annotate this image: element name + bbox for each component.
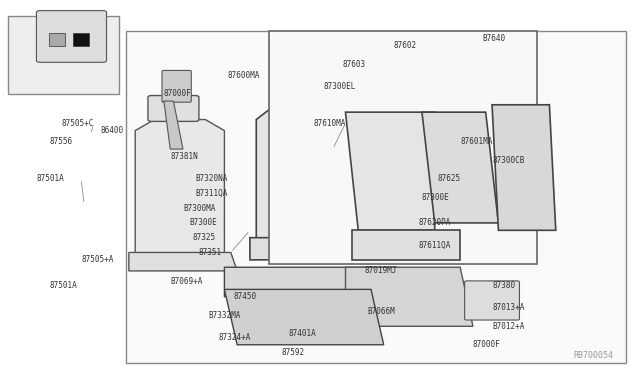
Polygon shape xyxy=(225,289,384,345)
Text: 87381N: 87381N xyxy=(170,152,198,161)
Polygon shape xyxy=(346,112,435,230)
Text: B7300MA: B7300MA xyxy=(183,203,216,213)
FancyBboxPatch shape xyxy=(272,83,342,107)
Text: 87601MA: 87601MA xyxy=(460,137,493,146)
Text: 86400: 86400 xyxy=(100,126,124,135)
Text: B7012+A: B7012+A xyxy=(492,322,524,331)
Text: 87592: 87592 xyxy=(282,348,305,357)
Bar xyxy=(49,33,65,46)
Polygon shape xyxy=(346,267,473,326)
FancyBboxPatch shape xyxy=(465,281,520,320)
Text: 87505+C: 87505+C xyxy=(62,119,94,128)
Polygon shape xyxy=(135,119,225,260)
Text: 87300EL: 87300EL xyxy=(323,82,356,91)
Text: 87300CB: 87300CB xyxy=(492,155,524,165)
Text: 87501A: 87501A xyxy=(36,174,64,183)
FancyBboxPatch shape xyxy=(148,96,199,121)
Polygon shape xyxy=(225,267,409,297)
Text: 87019MJ: 87019MJ xyxy=(365,266,397,275)
Polygon shape xyxy=(492,105,556,230)
Text: 87013+A: 87013+A xyxy=(492,303,524,312)
Text: 87401A: 87401A xyxy=(288,329,316,338)
Text: B7640: B7640 xyxy=(483,34,506,43)
Text: B7320NA: B7320NA xyxy=(196,174,228,183)
Text: 87620PA: 87620PA xyxy=(419,218,451,227)
Bar xyxy=(8,16,119,94)
Text: 87611QA: 87611QA xyxy=(419,241,451,250)
Text: 87380: 87380 xyxy=(492,281,515,290)
Polygon shape xyxy=(422,112,499,223)
Text: B7311QA: B7311QA xyxy=(196,189,228,198)
Text: 87351: 87351 xyxy=(199,248,222,257)
Text: B7066M: B7066M xyxy=(368,307,396,316)
Bar xyxy=(269,31,537,263)
Text: 87000F: 87000F xyxy=(473,340,500,349)
FancyBboxPatch shape xyxy=(162,70,191,102)
Text: B7332MA: B7332MA xyxy=(209,311,241,320)
Text: 87505+A: 87505+A xyxy=(81,255,113,264)
Text: 87603: 87603 xyxy=(342,60,365,69)
Text: RB700054: RB700054 xyxy=(573,350,613,359)
Text: 87556: 87556 xyxy=(49,137,72,146)
Text: 87501A: 87501A xyxy=(49,281,77,290)
Polygon shape xyxy=(256,105,371,241)
Text: B7300E: B7300E xyxy=(189,218,217,227)
Text: B7069+A: B7069+A xyxy=(170,278,203,286)
Text: 87300E: 87300E xyxy=(422,193,450,202)
Text: 87625: 87625 xyxy=(438,174,461,183)
Text: 87610MA: 87610MA xyxy=(314,119,346,128)
Polygon shape xyxy=(164,101,183,149)
Polygon shape xyxy=(352,230,460,260)
Polygon shape xyxy=(129,253,237,271)
Text: 87000F: 87000F xyxy=(164,89,191,98)
FancyBboxPatch shape xyxy=(36,11,106,62)
Text: 87450: 87450 xyxy=(234,292,257,301)
Text: 87324+A: 87324+A xyxy=(218,333,250,342)
Text: 87600MA: 87600MA xyxy=(228,71,260,80)
Bar xyxy=(73,33,89,46)
Polygon shape xyxy=(250,238,384,260)
Bar xyxy=(125,31,626,363)
Text: 87325: 87325 xyxy=(193,233,216,242)
Text: 87602: 87602 xyxy=(394,41,417,50)
